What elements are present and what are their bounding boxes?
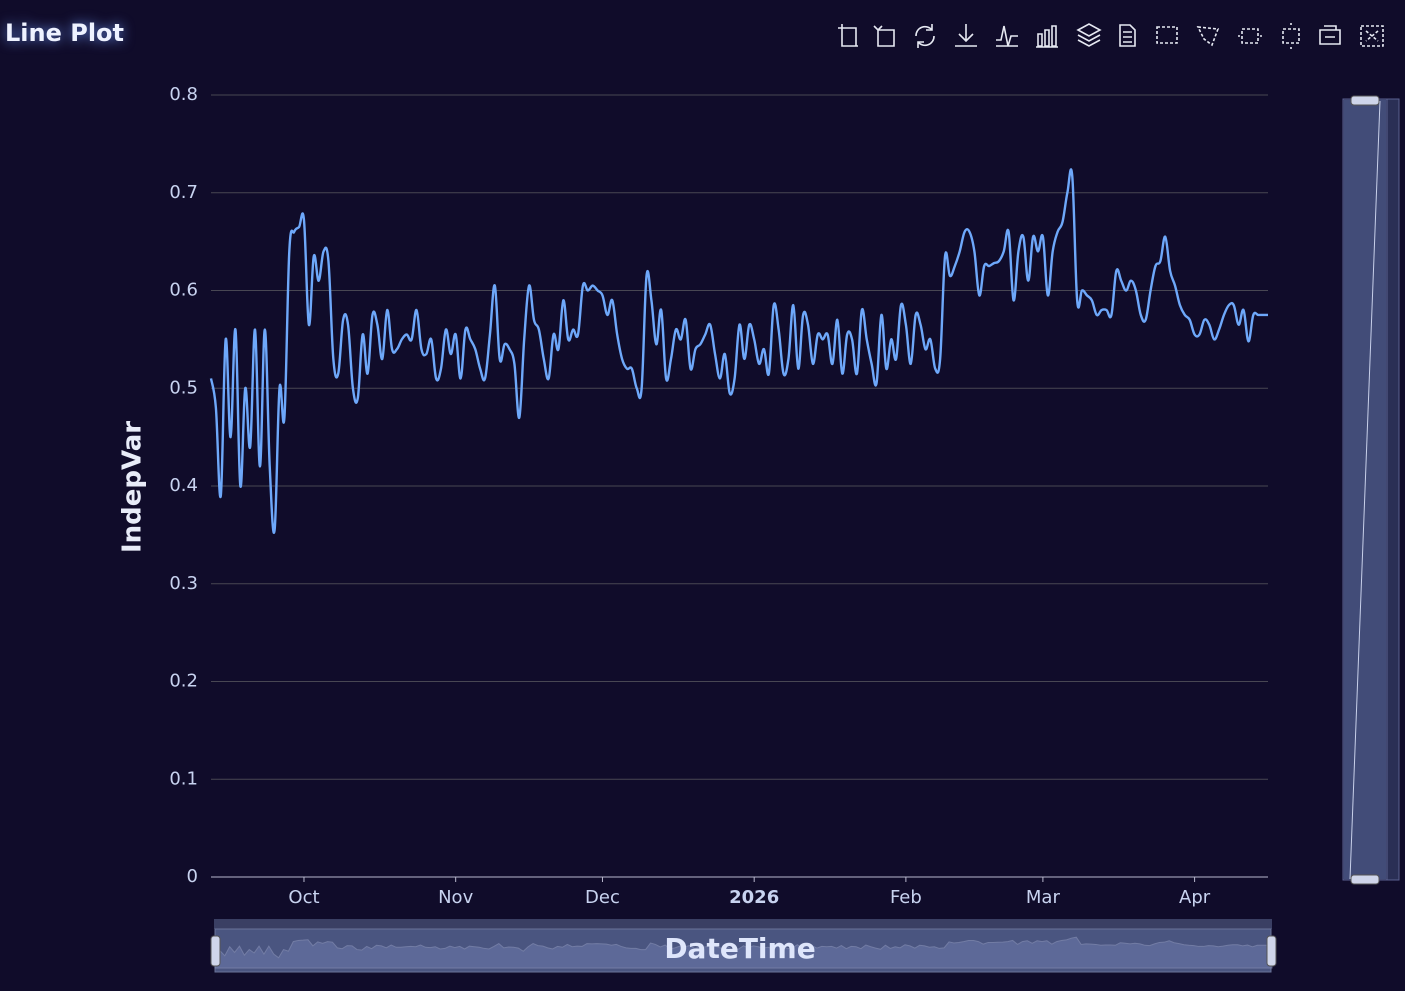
y-slider-handle[interactable]	[1350, 95, 1380, 106]
x-axis-label: DateTime	[664, 932, 815, 965]
x-slider-handle[interactable]	[1266, 935, 1277, 967]
tool-zoom-back[interactable]	[873, 25, 895, 47]
y-slider-handle[interactable]	[1350, 874, 1380, 885]
y-tick-label: 0.3	[169, 573, 198, 594]
tool-zoom[interactable]	[838, 24, 858, 47]
y-axis-label: IndepVar	[118, 421, 148, 553]
tool-clear[interactable]	[1360, 25, 1384, 47]
tool-save[interactable]	[955, 24, 977, 47]
y-tick-label: 0.1	[169, 768, 198, 789]
x-zoom-slider[interactable]	[210, 919, 1277, 973]
x-slider-bar	[214, 919, 1272, 929]
tool-restore[interactable]	[915, 24, 935, 48]
y-zoom-slider[interactable]	[1342, 95, 1400, 885]
y-tick-label: 0.8	[169, 84, 198, 105]
y-tick-label: 0.4	[169, 475, 198, 496]
y-tick-label: 0.7	[169, 182, 198, 203]
x-tick-label: Nov	[438, 887, 473, 908]
x-tick-label: Apr	[1179, 887, 1211, 908]
x-slider-preview	[214, 936, 1273, 969]
preview-area	[214, 936, 1273, 969]
tool-rect-select[interactable]	[1156, 26, 1178, 44]
x-tick-label: Dec	[585, 887, 620, 908]
x-tick-label: Feb	[890, 887, 922, 908]
y-slider-bar	[1386, 98, 1400, 881]
tool-stack[interactable]	[1076, 23, 1102, 47]
line	[209, 168, 1268, 534]
tool-data-view[interactable]	[1119, 24, 1136, 47]
x-tick-label: Mar	[1026, 887, 1061, 908]
toolbox	[838, 23, 1384, 49]
y-tick-label: 0	[187, 866, 198, 887]
chart-title: Line Plot	[5, 19, 124, 47]
tool-bar[interactable]	[1036, 25, 1058, 48]
tool-line[interactable]	[996, 25, 1018, 47]
y-tick-label: 0.5	[169, 377, 198, 398]
x-tick-label: 2026	[729, 887, 779, 908]
tool-polygon-select[interactable]	[1196, 26, 1220, 47]
y-slider-preview	[1349, 100, 1381, 880]
x-tick-label: Oct	[288, 887, 319, 908]
tool-line-x[interactable]	[1238, 28, 1262, 44]
tool-line-y[interactable]	[1282, 23, 1300, 49]
y-tick-label: 0.2	[169, 671, 198, 692]
x-slider-handle[interactable]	[210, 935, 221, 967]
y-tick-label: 0.6	[169, 280, 198, 301]
tool-keep[interactable]	[1319, 25, 1341, 45]
